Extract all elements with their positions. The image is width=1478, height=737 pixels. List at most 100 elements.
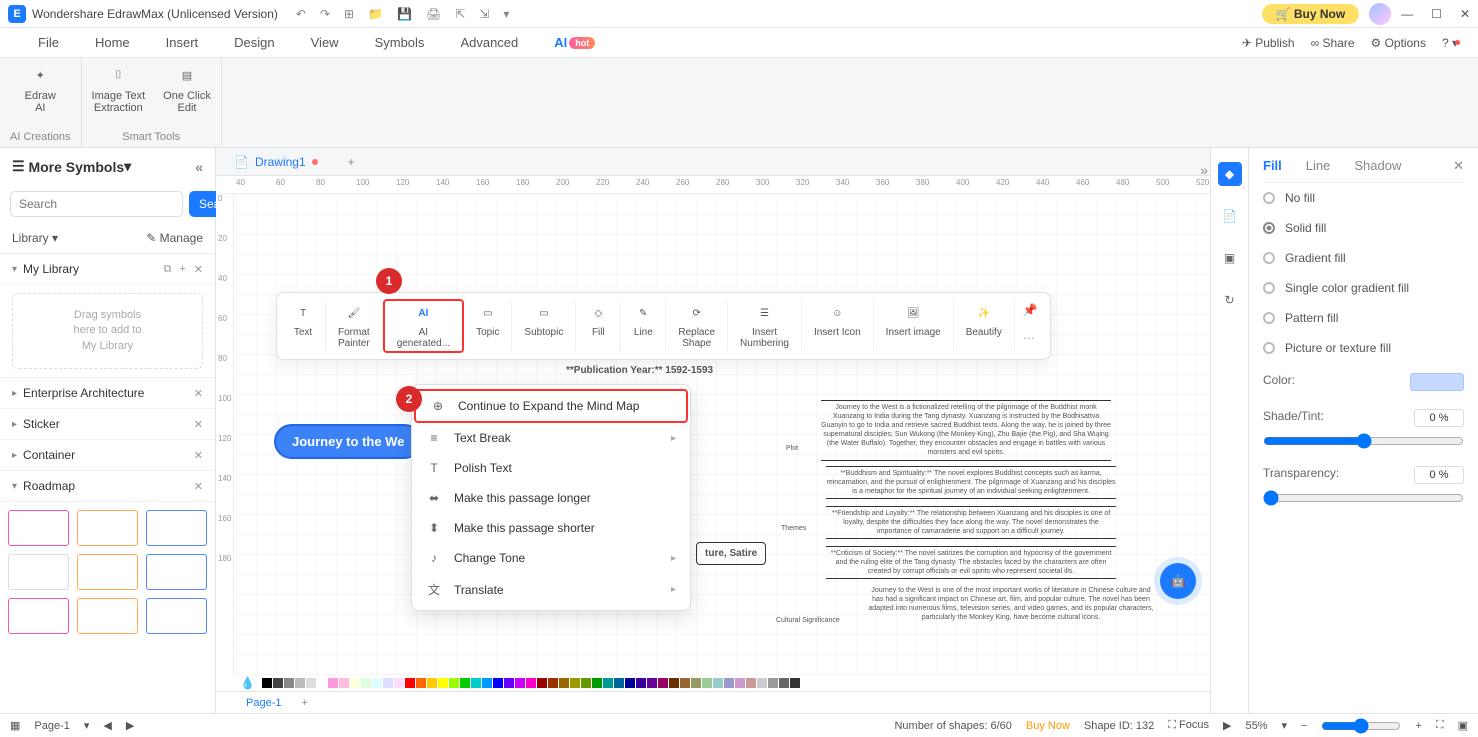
insert-image-tool[interactable]: 🖼Insert image [874,301,954,351]
close-icon[interactable]: ✕ [1460,7,1470,21]
add-icon[interactable]: + [179,263,185,276]
pin-toolbar-icon[interactable]: 📌 [1023,303,1038,317]
menu-expand-mindmap[interactable]: ⊕Continue to Expand the Mind Map [414,389,688,423]
menu-advanced[interactable]: Advanced [442,28,536,57]
color-swatch[interactable] [284,678,294,688]
canvas[interactable]: 020406080100120140160180 1 TText 🖌Format… [216,194,1210,675]
shade-slider[interactable] [1263,433,1464,449]
color-swatch[interactable] [746,678,756,688]
one-click-edit-button[interactable]: ▤One Click Edit [163,64,211,114]
insert-icon-tool[interactable]: ☺Insert Icon [802,301,874,351]
color-swatch[interactable] [559,678,569,688]
fill-opt-gradient[interactable]: Gradient fill [1263,243,1464,273]
roadmap-template-5[interactable] [77,554,138,590]
color-swatch[interactable] [493,678,503,688]
library-dropdown[interactable]: Library ▾ [12,231,58,245]
zoom-in-icon[interactable]: + [1415,720,1421,732]
color-swatch[interactable] [416,678,426,688]
color-swatch[interactable] [636,678,646,688]
shade-value[interactable]: 0 % [1414,409,1464,427]
status-page[interactable]: Page-1 [34,720,69,732]
transparency-slider[interactable] [1263,490,1464,506]
color-strip[interactable]: 💧 [216,675,1210,691]
mindmap-root-node[interactable]: Journey to the We [274,424,422,459]
menu-translate[interactable]: 文Translate▸ [412,573,690,606]
prop-tab-line[interactable]: Line [1306,158,1331,174]
publish-button[interactable]: ✈ Publish [1242,36,1295,50]
replace-shape-tool[interactable]: ⟳Replace Shape [666,301,728,351]
menu-text-break[interactable]: ≡Text Break▸ [412,423,690,453]
document-tab[interactable]: 📄 Drawing1 [224,155,328,169]
menu-home[interactable]: Home [77,28,148,57]
color-swatch[interactable] [768,678,778,688]
subtopic-tool[interactable]: ▭Subtopic [512,301,576,351]
fill-tool[interactable]: ◇Fill [576,301,621,351]
cultural-text[interactable]: Journey to the West is one of the most i… [866,586,1156,622]
menu-file[interactable]: File [20,28,77,57]
menu-make-longer[interactable]: ⬌Make this passage longer [412,483,690,513]
zoom-level[interactable]: 55% [1245,720,1267,732]
pub-year-node[interactable]: **Publication Year:** 1592-1593 [566,364,713,377]
color-swatch[interactable] [735,678,745,688]
theme1-text[interactable]: **Buddhism and Spirituality:** The novel… [826,466,1116,499]
color-swatch[interactable] [372,678,382,688]
color-swatch[interactable] [438,678,448,688]
layers-panel-icon[interactable]: ▣ [1218,246,1242,270]
theme3-text[interactable]: **Criticism of Society:** The novel sati… [826,546,1116,579]
color-swatch[interactable] [317,678,327,688]
color-swatch[interactable] [471,678,481,688]
undo-icon[interactable]: ↶ [296,7,306,21]
close-prop-panel-icon[interactable]: ✕ [1453,158,1464,174]
fill-opt-pattern[interactable]: Pattern fill [1263,303,1464,333]
menu-make-shorter[interactable]: ⬍Make this passage shorter [412,513,690,543]
next-page-icon[interactable]: ▶ [126,719,134,732]
maximize-icon[interactable]: ☐ [1431,7,1442,21]
color-swatch[interactable] [581,678,591,688]
roadmap-template-6[interactable] [146,554,207,590]
genre-node[interactable]: ture, Satire [696,542,766,565]
color-swatch[interactable] [361,678,371,688]
color-swatch[interactable] [537,678,547,688]
color-swatch[interactable] [350,678,360,688]
menu-polish-text[interactable]: TPolish Text [412,453,690,483]
color-swatch[interactable] [1410,373,1464,391]
insert-numbering-tool[interactable]: ☰Insert Numbering [728,301,802,351]
beautify-tool[interactable]: ✨Beautify [954,301,1015,351]
color-swatch[interactable] [504,678,514,688]
manage-library-button[interactable]: ✎ Manage [146,231,203,245]
menu-symbols[interactable]: Symbols [357,28,443,57]
text-panel-icon[interactable]: 📄 [1218,204,1242,228]
drop-symbols-zone[interactable]: Drag symbols here to add to My Library [12,293,203,369]
collapse-left-icon[interactable]: « [195,159,203,175]
focus-button[interactable]: ⛶ Focus [1168,719,1209,732]
roadmap-template-9[interactable] [146,598,207,634]
buy-now-button[interactable]: 🛒 Buy Now [1262,4,1360,24]
color-swatch[interactable] [790,678,800,688]
color-swatch[interactable] [273,678,283,688]
color-swatch[interactable] [460,678,470,688]
section-enterprise[interactable]: ▸Enterprise Architecture✕ [0,378,215,409]
color-swatch[interactable] [592,678,602,688]
fullscreen-icon[interactable]: ▣ [1458,719,1468,732]
new-icon[interactable]: ⊞ [344,7,354,21]
roadmap-template-7[interactable] [8,598,69,634]
color-swatch[interactable] [625,678,635,688]
save-icon[interactable]: 💾 [397,7,412,21]
color-swatch[interactable] [691,678,701,688]
plot-text[interactable]: Journey to the West is a fictionalized r… [821,400,1111,461]
user-avatar[interactable] [1369,3,1391,25]
menu-view[interactable]: View [293,28,357,57]
color-swatch[interactable] [680,678,690,688]
edraw-ai-button[interactable]: ✦Edraw AI [25,64,56,114]
more-qat-icon[interactable]: ▾ [503,7,509,21]
fill-opt-picture[interactable]: Picture or texture fill [1263,333,1464,363]
color-swatch[interactable] [306,678,316,688]
export-icon[interactable]: ⇱ [455,7,465,21]
prev-page-icon[interactable]: ◀ [103,719,111,732]
section-sticker[interactable]: ▸Sticker✕ [0,409,215,440]
close-section-icon[interactable]: ✕ [194,263,203,276]
color-swatch[interactable] [383,678,393,688]
color-swatch[interactable] [405,678,415,688]
color-swatch[interactable] [658,678,668,688]
roadmap-template-1[interactable] [8,510,69,546]
